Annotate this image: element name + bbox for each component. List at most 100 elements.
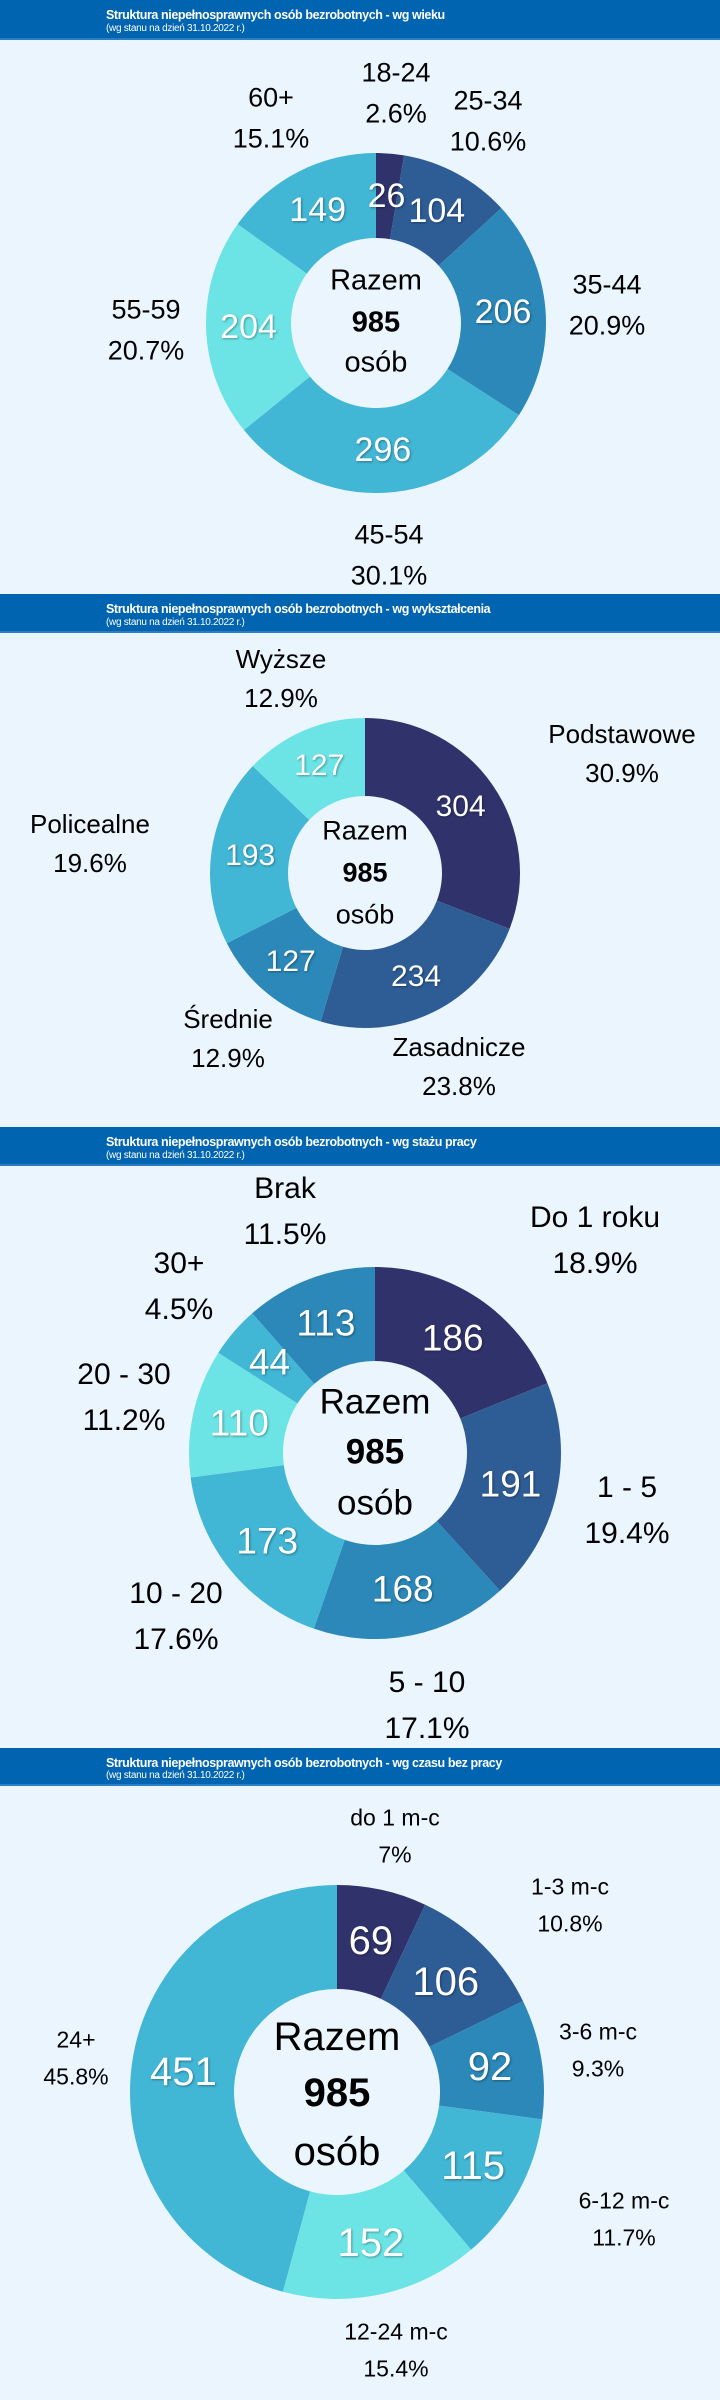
- slice-category-label: 25-34: [453, 85, 523, 116]
- center-label: Razem: [322, 815, 408, 846]
- donut-slice: [365, 718, 520, 929]
- donut-slice: [243, 369, 519, 493]
- slice-value-label: 110: [209, 1402, 269, 1444]
- slice-percent-label: 30.9%: [585, 758, 659, 788]
- donut-slice: [237, 153, 376, 274]
- slice-value-label: 44: [248, 1341, 291, 1383]
- donut-slice: [206, 224, 310, 431]
- slice-value-label: 106: [412, 1959, 480, 2004]
- center-total: 985: [303, 2071, 371, 2115]
- donut-slice: [376, 153, 405, 240]
- slice-category-label: do 1 m-c: [350, 1804, 440, 1831]
- donut-slice: [190, 1465, 345, 1629]
- slice-percent-label: 10.6%: [449, 126, 527, 157]
- slice-category-label: 5 - 10: [388, 1666, 466, 1699]
- slice-category-label: 1-3 m-c: [531, 1873, 609, 1900]
- donut-slice: [252, 1267, 375, 1384]
- slice-value-label: 193: [225, 839, 276, 873]
- donut-slice: [313, 1521, 500, 1640]
- center-unit: osób: [335, 899, 395, 930]
- center-label: Razem: [273, 2015, 401, 2059]
- slice-value-label: 204: [220, 307, 277, 346]
- slice-percent-label: 17.6%: [133, 1623, 219, 1656]
- center-total: 985: [342, 857, 388, 888]
- slice-category-label: 55-59: [111, 294, 181, 325]
- slice-category-label: 30+: [153, 1247, 205, 1280]
- donut-slice: [218, 1313, 315, 1404]
- slice-value-label: 69: [348, 1918, 394, 1963]
- slice-percent-label: 12.9%: [191, 1043, 265, 1073]
- slice-value-label: 168: [371, 1568, 434, 1610]
- donut-slice: [130, 1885, 337, 2292]
- slice-category-label: 6-12 m-c: [578, 2187, 670, 2214]
- slice-category-label: Zasadnicze: [392, 1032, 526, 1062]
- slice-category-label: 60+: [248, 82, 294, 113]
- slice-value-label: 26: [367, 176, 406, 215]
- slice-percent-label: 10.8%: [537, 1910, 603, 1937]
- center-label: Razem: [330, 264, 422, 297]
- slice-value-label: 104: [408, 191, 466, 230]
- slice-category-label: Średnie: [183, 1004, 273, 1034]
- donut-slice: [337, 1885, 426, 1999]
- slice-category-label: 35-44: [572, 269, 642, 300]
- slice-category-label: 45-54: [354, 519, 424, 550]
- slice-percent-label: 45.8%: [43, 2063, 109, 2090]
- slice-value-label: 149: [289, 190, 347, 229]
- slice-category-label: 10 - 20: [129, 1577, 223, 1610]
- donut-slice: [403, 2105, 543, 2250]
- slice-category-label: 24+: [56, 2026, 96, 2053]
- slice-value-label: 206: [474, 293, 532, 332]
- slice-percent-label: 7%: [378, 1841, 412, 1868]
- donut-slice: [320, 900, 510, 1028]
- donut-slice: [226, 907, 343, 1022]
- donut-slice: [429, 2001, 544, 2120]
- slice-value-label: 152: [337, 2221, 405, 2266]
- chart-title: Struktura niepełnosprawnych osób bezrobo…: [106, 1134, 477, 1149]
- slice-percent-label: 23.8%: [422, 1071, 496, 1101]
- slice-value-label: 191: [479, 1463, 542, 1505]
- chart-header: Struktura niepełnosprawnych osób bezrobo…: [0, 1748, 720, 1786]
- donut-slice: [390, 155, 502, 266]
- slice-percent-label: 20.9%: [568, 310, 646, 341]
- donut-slice: [252, 718, 365, 820]
- slice-percent-label: 11.7%: [592, 2224, 656, 2251]
- slice-percent-label: 20.7%: [107, 335, 185, 366]
- chart-title: Struktura niepełnosprawnych osób bezrobo…: [106, 601, 491, 616]
- slice-percent-label: 11.2%: [82, 1404, 166, 1437]
- donut-slice: [436, 1383, 562, 1591]
- chart-header: Struktura niepełnosprawnych osób bezrobo…: [0, 0, 720, 40]
- slice-value-label: 127: [294, 749, 345, 783]
- slice-value-label: 304: [435, 790, 486, 824]
- slice-value-label: 127: [265, 945, 316, 979]
- chart-subtitle: (wg stanu na dzień 31.10.2022 r.): [106, 616, 245, 628]
- slice-percent-label: 30.1%: [350, 560, 428, 591]
- slice-percent-label: 4.5%: [144, 1293, 214, 1326]
- slice-percent-label: 15.4%: [363, 2355, 429, 2382]
- donut-slice: [380, 1904, 523, 2047]
- slice-percent-label: 2.6%: [365, 98, 427, 129]
- slice-percent-label: 19.6%: [53, 848, 127, 878]
- donut-slice: [189, 1352, 298, 1478]
- slice-category-label: 1 - 5: [596, 1471, 658, 1504]
- slice-value-label: 115: [441, 2144, 505, 2189]
- donut-slice: [209, 766, 310, 944]
- slice-category-label: Brak: [254, 1172, 316, 1205]
- slice-value-label: 186: [421, 1317, 484, 1359]
- center-unit: osób: [293, 2130, 381, 2174]
- center-unit: osób: [337, 1483, 413, 1523]
- slice-category-label: 12-24 m-c: [344, 2318, 448, 2345]
- slice-value-label: 113: [296, 1302, 356, 1344]
- chart-header: Struktura niepełnosprawnych osób bezrobo…: [0, 594, 720, 633]
- donut-slice: [282, 2170, 472, 2299]
- slice-percent-label: 15.1%: [232, 123, 310, 154]
- slice-category-label: Do 1 roku: [529, 1201, 661, 1234]
- center-total: 985: [345, 1432, 405, 1472]
- donut-slice: [438, 208, 546, 416]
- slice-percent-label: 12.9%: [244, 683, 318, 713]
- slice-category-label: Policealne: [30, 809, 150, 839]
- slice-value-label: 234: [391, 960, 442, 994]
- slice-percent-label: 17.1%: [384, 1712, 470, 1745]
- slice-value-label: 296: [354, 431, 412, 470]
